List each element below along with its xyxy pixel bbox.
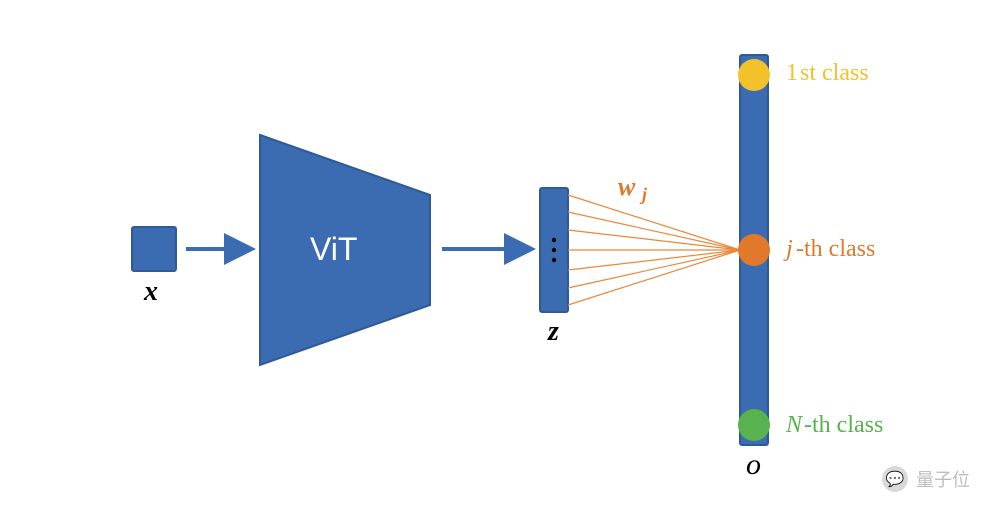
ellipsis-dot — [552, 238, 556, 242]
label-classj-suffix: -th class — [796, 236, 875, 263]
weight-line — [568, 250, 740, 288]
label-classn-suffix: -th class — [804, 412, 883, 439]
vit-label: ViT — [310, 231, 357, 267]
watermark-text: 量子位 — [916, 466, 970, 492]
class-node — [738, 409, 770, 441]
weight-line — [568, 250, 740, 270]
input-box — [132, 227, 176, 271]
label-classn-n: N — [786, 412, 802, 439]
weight-line — [568, 250, 740, 305]
class-node — [738, 234, 770, 266]
watermark: 💬 量子位 — [882, 466, 970, 492]
ellipsis-dot — [552, 258, 556, 262]
chat-icon: 💬 — [882, 466, 908, 492]
label-x: x — [144, 276, 158, 308]
label-classj-j: j — [786, 236, 793, 263]
weight-line — [568, 212, 740, 250]
class-node — [738, 59, 770, 91]
label-class1-num: 1 — [786, 60, 798, 87]
label-wj-j: j — [642, 184, 647, 205]
weight-line — [568, 230, 740, 250]
label-z: z — [548, 316, 559, 348]
label-o: o — [746, 448, 761, 482]
ellipsis-dot — [552, 248, 556, 252]
label-class1-suffix: st class — [800, 60, 869, 87]
label-wj-w: w — [618, 172, 635, 202]
weight-line — [568, 195, 740, 250]
diagram-canvas: ViT x z o w j 1 st class j -th class N -… — [0, 0, 988, 506]
